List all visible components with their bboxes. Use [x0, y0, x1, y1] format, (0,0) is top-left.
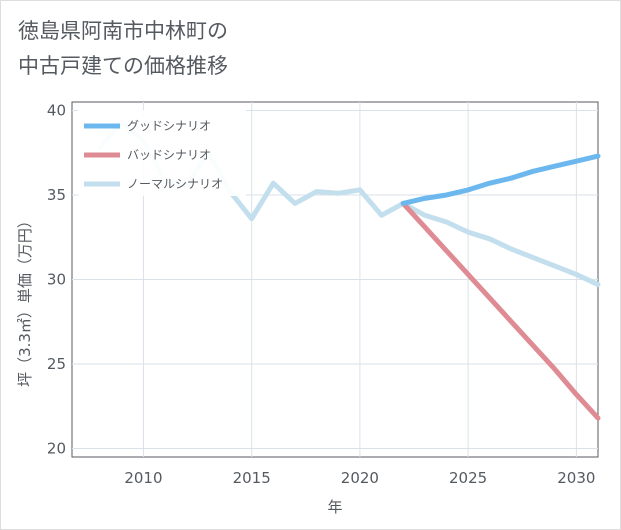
chart-title-line-2: 中古戸建ての価格推移	[18, 54, 228, 78]
y-tick-label: 40	[47, 101, 66, 119]
x-tick-label: 2030	[557, 469, 595, 487]
chart-title-line-1: 徳島県阿南市中林町の	[18, 19, 228, 43]
y-axis-ticks: 20 25 30 35 40	[47, 101, 66, 457]
legend-label: バッドシナリオ	[127, 148, 211, 162]
x-axis-ticks: 2010 2015 2020 2025 2030	[124, 469, 595, 487]
y-axis-title: 坪（3.3㎡）単価（万円）	[16, 213, 34, 387]
y-tick-label: 35	[47, 186, 66, 204]
chart-title: 徳島県阿南市中林町の 中古戸建ての価格推移	[18, 14, 228, 84]
y-tick-label: 25	[47, 355, 66, 373]
legend-label: グッドシナリオ	[127, 119, 211, 133]
x-tick-label: 2020	[341, 469, 379, 487]
x-tick-label: 2015	[233, 469, 271, 487]
y-tick-label: 20	[47, 440, 66, 458]
x-tick-label: 2010	[124, 469, 162, 487]
y-tick-label: 30	[47, 271, 66, 289]
x-axis-title: 年	[327, 498, 342, 516]
legend-label: ノーマルシナリオ	[127, 177, 223, 191]
series-line-1	[400, 153, 601, 206]
series-line-2	[400, 200, 601, 421]
x-tick-label: 2025	[449, 469, 487, 487]
